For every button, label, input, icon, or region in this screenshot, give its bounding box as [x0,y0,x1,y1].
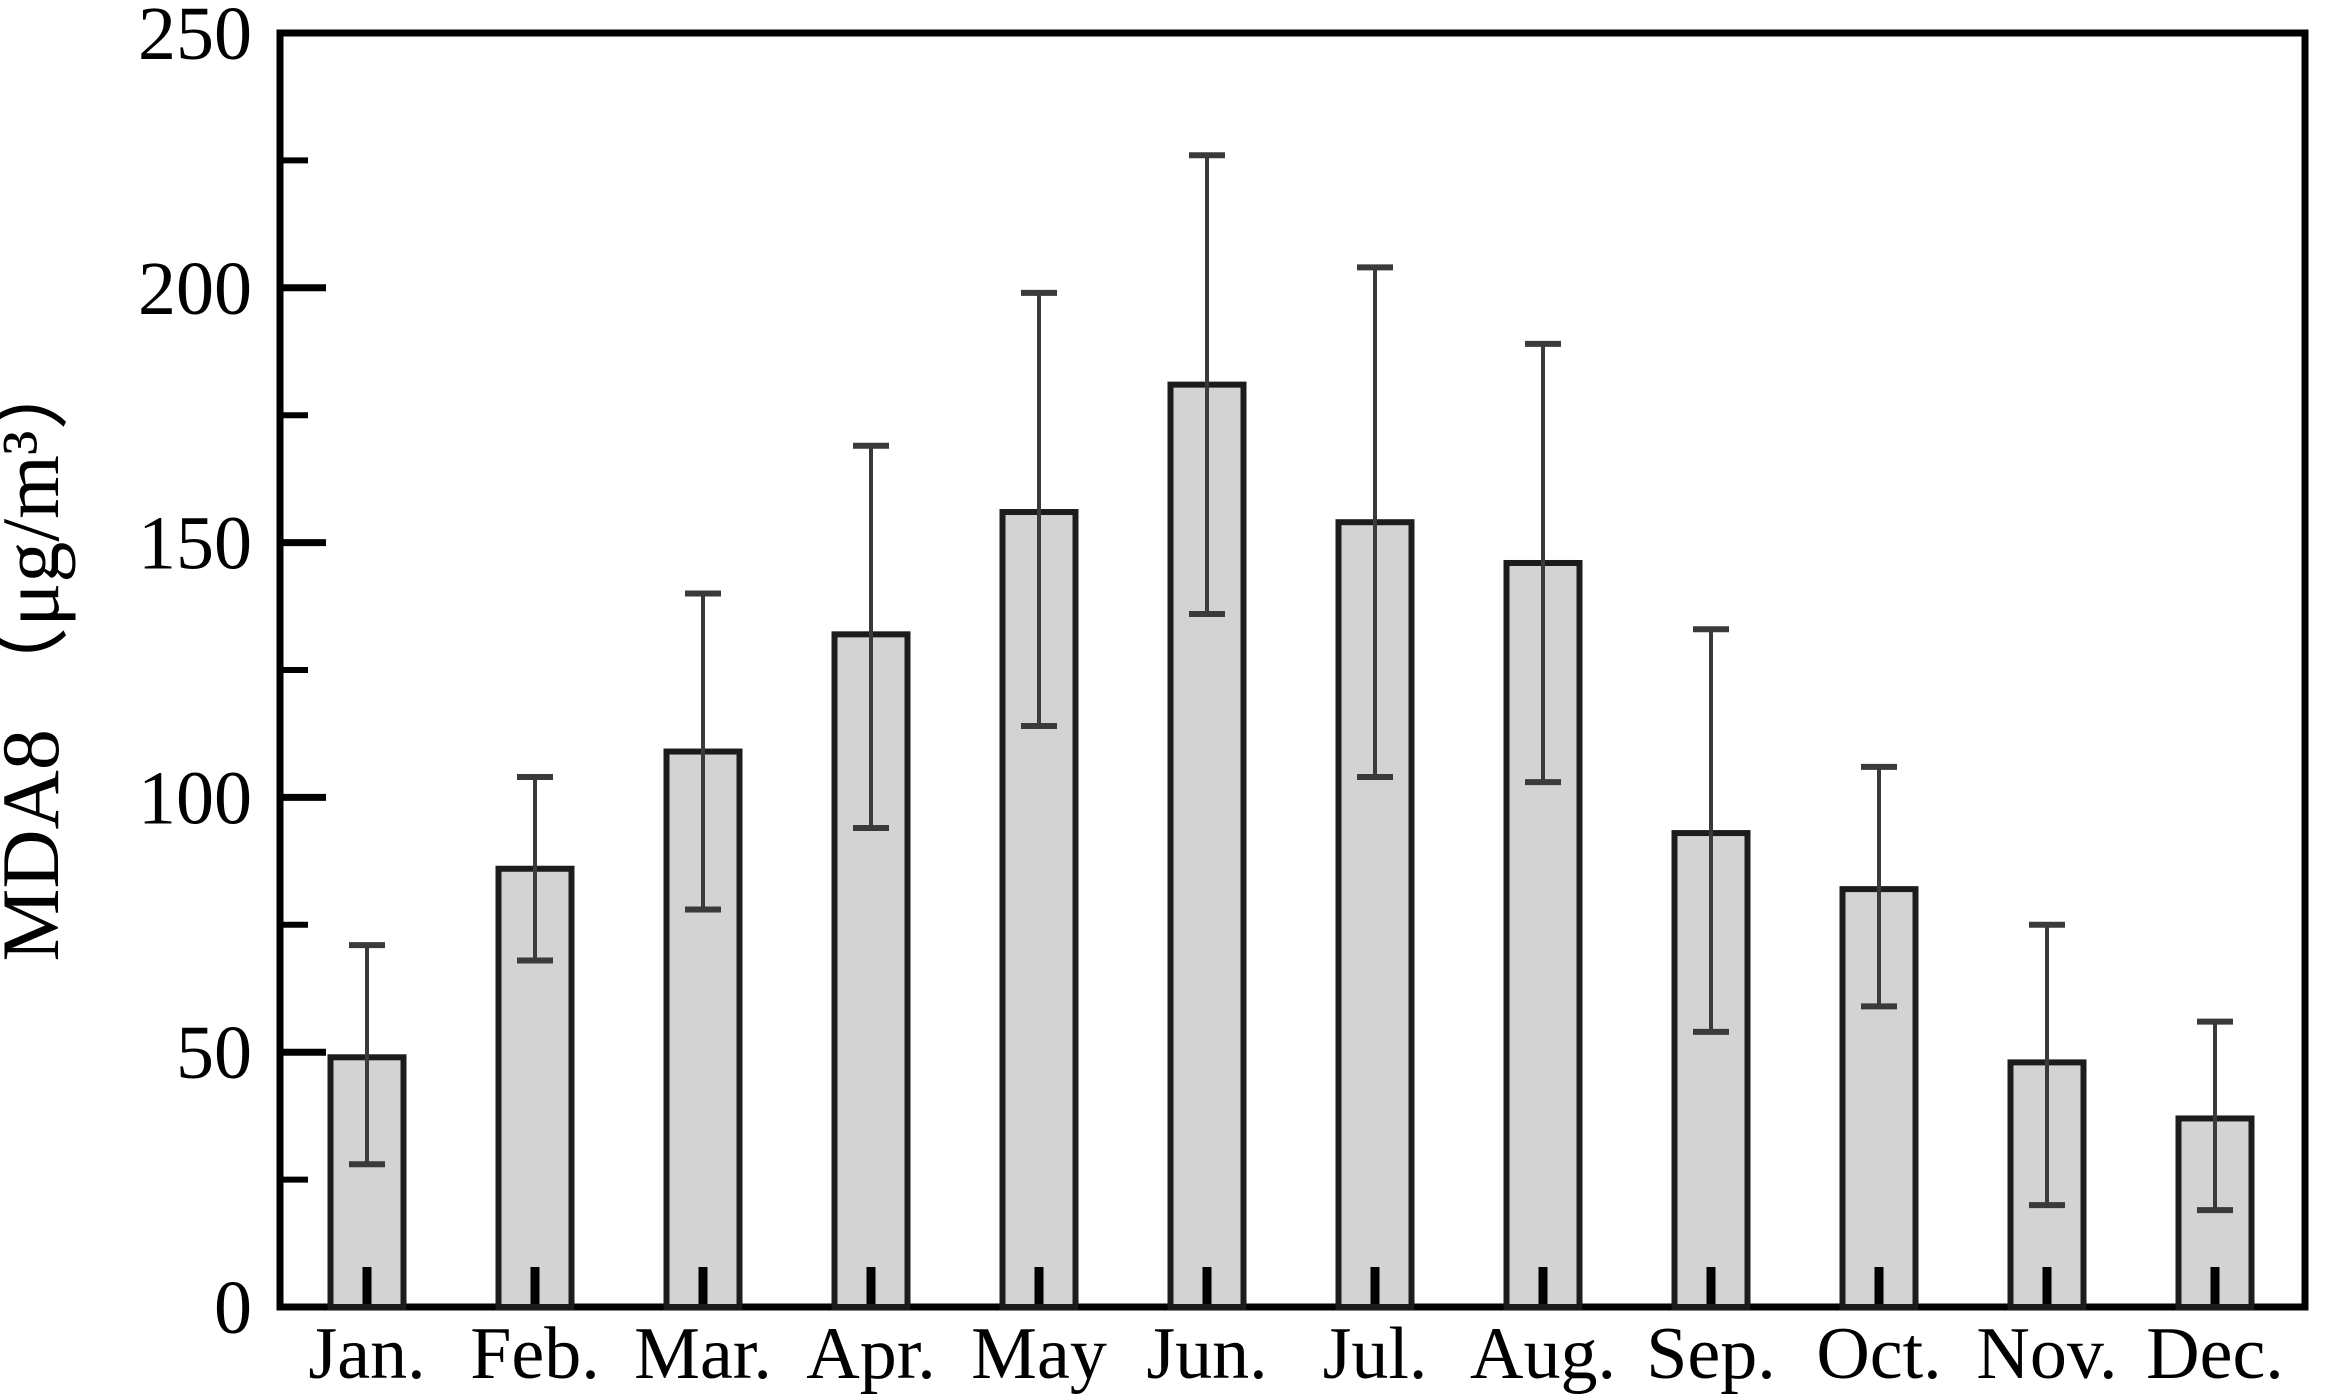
x-tick-label: Sep. [1646,1313,1776,1395]
x-tick-label: Feb. [470,1313,600,1395]
plot-frame [276,29,2309,1311]
y-tick-label: 0 [214,1266,252,1350]
x-tick-label: Oct. [1816,1313,1941,1395]
y-tick-label: 100 [138,756,252,840]
x-tick-label: Mar. [634,1313,772,1395]
x-tick-label: May [971,1313,1107,1395]
y-tick-label: 150 [138,502,252,586]
y-axis-title: MDA8 （μg/m³） [0,349,76,962]
x-tick-label: Jul. [1323,1313,1428,1395]
bar-jun [1167,381,1247,1310]
y-tick-label: 250 [138,0,252,76]
x-tick-label: Jun. [1146,1313,1267,1395]
x-tick-label: Dec. [2146,1313,2284,1395]
y-tick-label: 50 [176,1011,252,1095]
y-tick-label: 200 [138,247,252,331]
x-tick-label: Aug. [1470,1313,1616,1395]
x-tick-label: Nov. [1976,1313,2117,1395]
x-tick-label: Jan. [308,1313,425,1395]
x-tick-label: Apr. [806,1313,936,1395]
